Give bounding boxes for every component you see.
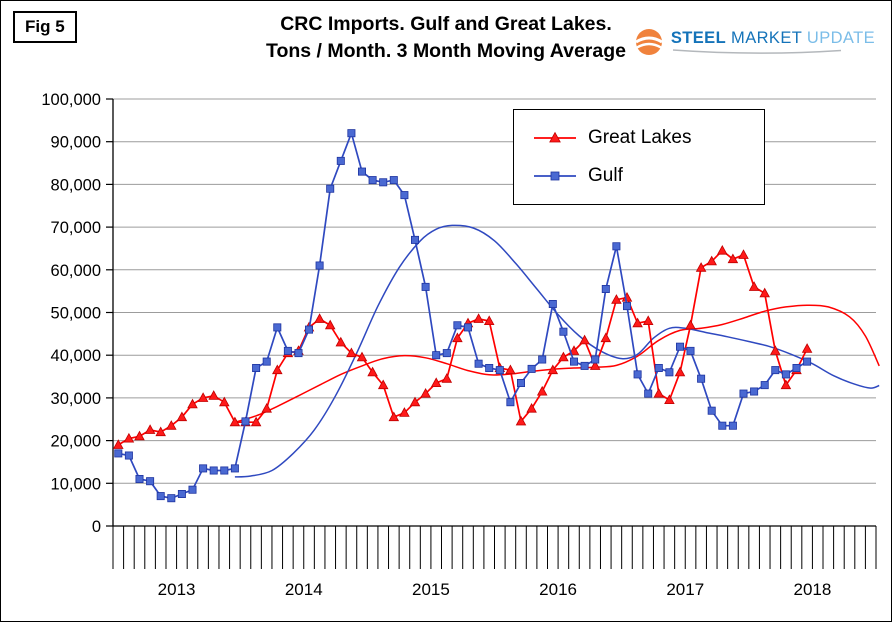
logo-underline-swoosh (672, 49, 841, 54)
svg-text:2014: 2014 (285, 580, 323, 599)
svg-text:2017: 2017 (666, 580, 704, 599)
gulf-series-swatch-icon (534, 171, 576, 181)
logo-word-market: MARKET (731, 29, 802, 47)
svg-text:80,000: 80,000 (51, 176, 101, 194)
legend-entry-great-lakes: Great Lakes (532, 127, 764, 149)
logo-word-steel: STEEL (670, 29, 727, 47)
chart-title-line1: CRC Imports. Gulf and Great Lakes. (280, 13, 612, 35)
logo-word-update: UPDATE (806, 29, 875, 47)
figure-number-label: Fig 5 (13, 11, 77, 43)
svg-text:40,000: 40,000 (51, 347, 101, 365)
svg-text:30,000: 30,000 (51, 390, 101, 408)
svg-text:100,000: 100,000 (41, 91, 101, 109)
chart-title-line2: Tons / Month. 3 Month Moving Average (265, 40, 627, 62)
svg-text:2015: 2015 (412, 580, 450, 599)
svg-text:2013: 2013 (158, 580, 196, 599)
great-lakes-series-swatch-icon (534, 131, 576, 143)
svg-text:10,000: 10,000 (51, 475, 101, 493)
svg-text:20,000: 20,000 (51, 433, 101, 451)
svg-text:2016: 2016 (539, 580, 577, 599)
svg-text:50,000: 50,000 (51, 305, 101, 323)
svg-text:70,000: 70,000 (51, 219, 101, 237)
logo-globe-swoosh-icon (635, 29, 663, 55)
steel-market-update-logo: STEEL MARKET UPDATE (632, 25, 875, 59)
svg-text:90,000: 90,000 (51, 134, 101, 152)
svg-text:60,000: 60,000 (51, 262, 101, 280)
chart-legend: Great Lakes Gulf (513, 109, 765, 205)
svg-text:2018: 2018 (794, 580, 832, 599)
svg-text:0: 0 (92, 518, 101, 536)
legend-entry-gulf: Gulf (532, 165, 764, 187)
legend-label-great-lakes: Great Lakes (588, 126, 692, 148)
legend-label-gulf: Gulf (588, 165, 623, 187)
chart-title: CRC Imports. Gulf and Great Lakes. Tons … (1, 11, 891, 65)
